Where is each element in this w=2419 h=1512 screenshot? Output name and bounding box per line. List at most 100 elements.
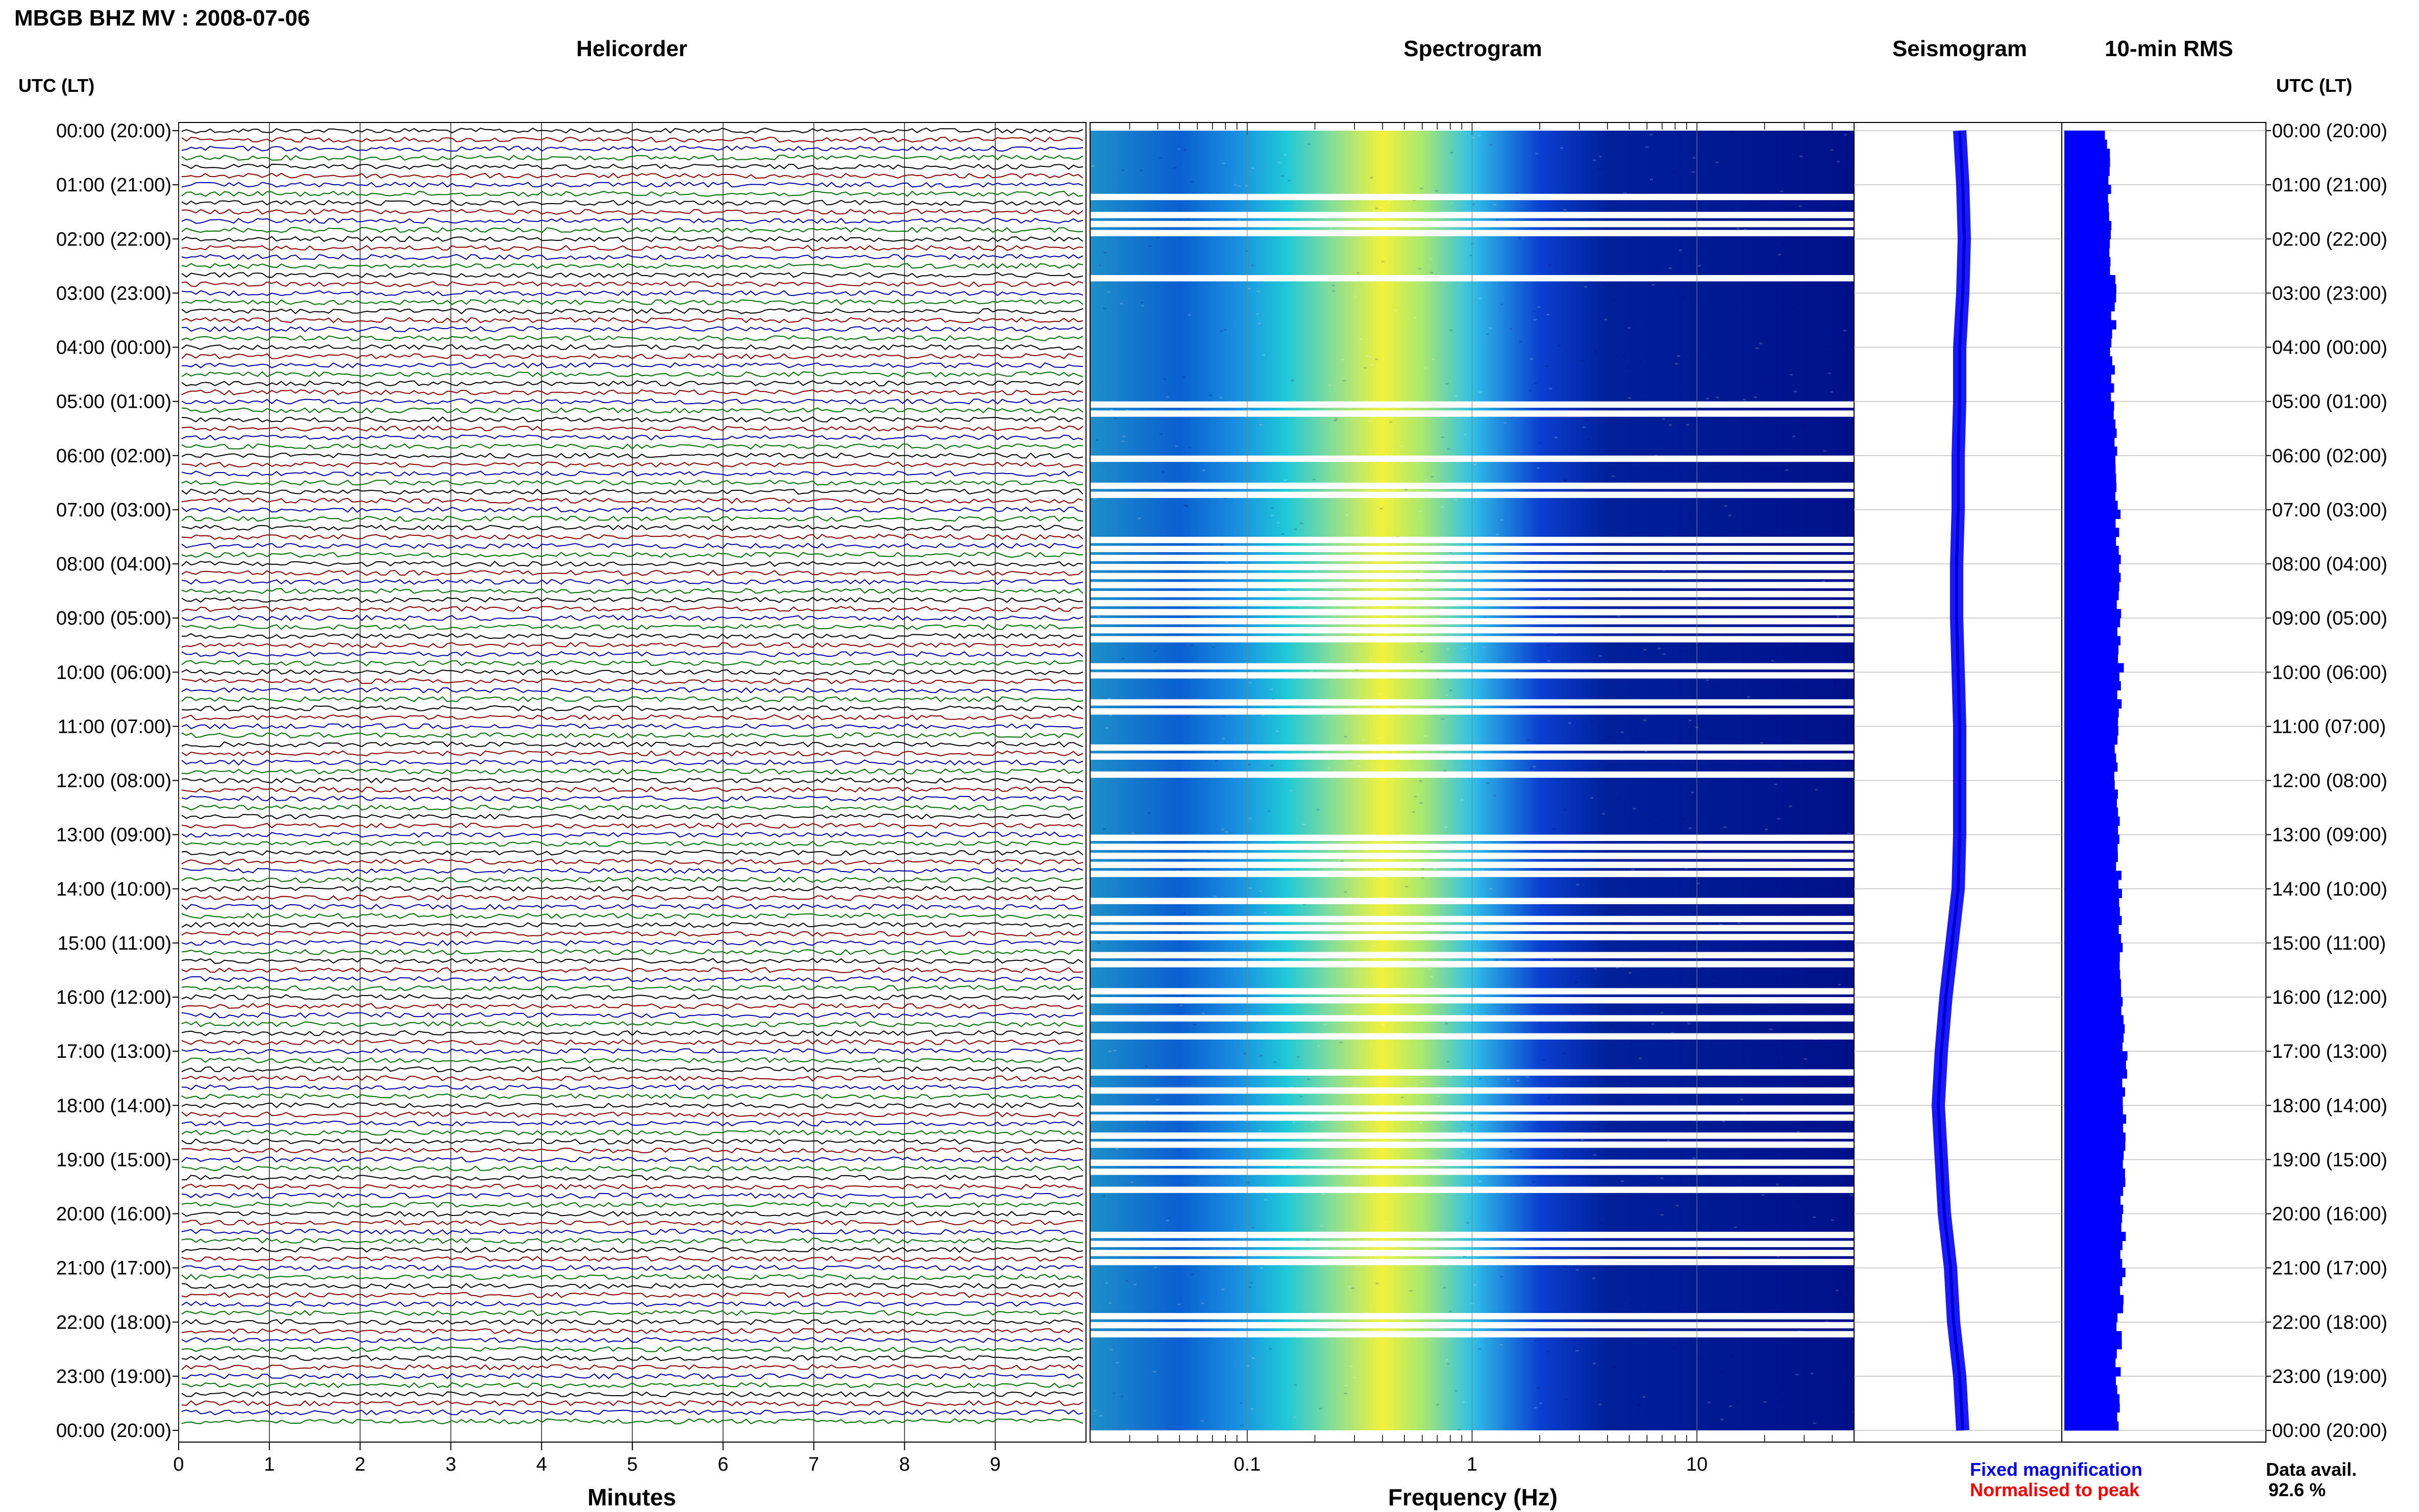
rms-bar bbox=[2064, 491, 2115, 501]
spectrogram-speckle bbox=[1319, 1407, 1322, 1409]
spectrogram-speckle bbox=[1121, 169, 1125, 171]
rms-bar bbox=[2064, 1231, 2126, 1242]
spectrogram-speckle bbox=[1800, 417, 1804, 419]
helicorder-trace bbox=[181, 244, 1083, 251]
rms-bar bbox=[2064, 1024, 2125, 1034]
spectrogram-speckle bbox=[1418, 268, 1422, 270]
helicorder-trace bbox=[181, 1201, 1083, 1208]
time-label-right: 03:00 (23:00) bbox=[2272, 283, 2387, 304]
spectrogram-speckle bbox=[1454, 395, 1458, 397]
spectrogram-speckle bbox=[1774, 1269, 1778, 1271]
spectrogram-speckle bbox=[1423, 367, 1427, 369]
helicorder-trace bbox=[181, 299, 1083, 306]
spectrogram-speckle bbox=[1307, 143, 1311, 145]
spectrogram-speckle bbox=[1496, 533, 1499, 535]
spectrogram-speckle bbox=[1256, 291, 1260, 292]
spectrogram-speckle bbox=[1830, 391, 1833, 393]
spectrogram-speckle bbox=[1788, 1280, 1792, 1282]
spectrogram-speckle bbox=[1421, 877, 1424, 879]
spectrogram-speckle bbox=[1549, 388, 1552, 390]
spectrogram-speckle bbox=[1568, 722, 1571, 724]
helicorder-trace bbox=[181, 353, 1083, 360]
spectrogram-speckle bbox=[1552, 828, 1556, 830]
spectrogram-speckle bbox=[1699, 453, 1702, 455]
rms-bar bbox=[2064, 1241, 2122, 1250]
spectrogram-speckle bbox=[1283, 154, 1287, 156]
spectrogram-speckle bbox=[1843, 134, 1847, 136]
spectrogram-speckle bbox=[1375, 358, 1378, 360]
spectrogram-speckle bbox=[1785, 469, 1789, 471]
spectrogram-speckle bbox=[1215, 760, 1218, 762]
spectrogram-speckle bbox=[1221, 829, 1224, 830]
spectrogram-speckle bbox=[1472, 203, 1475, 205]
spectrogram-speckle bbox=[1598, 168, 1602, 170]
spectrogram-speckle bbox=[1831, 914, 1835, 916]
spectrogram-speckle bbox=[1675, 1205, 1679, 1206]
spectrogram-speckle bbox=[1838, 887, 1841, 889]
spectrogram-speckle bbox=[1721, 1120, 1725, 1122]
spectrogram-speckle bbox=[1563, 480, 1567, 481]
helicorder-trace bbox=[181, 687, 1083, 693]
spectrogram-speckle bbox=[1503, 422, 1507, 424]
spectrogram-speckle bbox=[1349, 1366, 1353, 1368]
helicorder-trace bbox=[181, 569, 1083, 576]
spectrogram-speckle bbox=[1477, 1348, 1481, 1350]
helicorder-trace bbox=[181, 498, 1083, 504]
spectrogram-speckle bbox=[1812, 1216, 1816, 1218]
spectrogram-speckle bbox=[1596, 983, 1599, 985]
rms-bar bbox=[2064, 1051, 2128, 1061]
spectrogram-speckle bbox=[1564, 479, 1567, 481]
spectrogram-speckle bbox=[1624, 910, 1628, 912]
spectrogram-speckle bbox=[1366, 355, 1369, 357]
utc-label-left: UTC (LT) bbox=[18, 75, 94, 96]
spectrogram-speckle bbox=[1222, 715, 1225, 717]
spectrogram-speckle bbox=[1593, 1362, 1596, 1365]
spectrogram-speckle bbox=[1542, 1059, 1545, 1061]
spectrogram-speckle bbox=[1303, 903, 1306, 905]
helicorder-trace bbox=[181, 154, 1083, 161]
spectrogram-speckle bbox=[1761, 1194, 1765, 1196]
helicorder-trace bbox=[181, 1111, 1083, 1118]
helicorder-trace bbox=[181, 1337, 1083, 1344]
spectrogram-speckle bbox=[1441, 436, 1444, 438]
helicorder-x-tick-label: 4 bbox=[536, 1454, 547, 1475]
spectrogram-speckle bbox=[1690, 516, 1693, 518]
time-label-right: 21:00 (17:00) bbox=[2272, 1258, 2387, 1279]
helicorder-trace bbox=[181, 1292, 1083, 1298]
helicorder-trace bbox=[181, 1156, 1083, 1163]
spectrogram-speckle bbox=[1671, 1032, 1674, 1034]
spectrogram-speckle bbox=[1835, 1290, 1839, 1292]
spectrogram-speckle bbox=[1627, 397, 1631, 399]
time-label-right: 06:00 (02:00) bbox=[2272, 445, 2387, 467]
rms-bar bbox=[2064, 925, 2119, 934]
spectrogram-speckle bbox=[1248, 1286, 1252, 1288]
rms-bar bbox=[2064, 555, 2121, 564]
spectrogram-speckle bbox=[1643, 649, 1647, 651]
spectrogram-speckle bbox=[1740, 1099, 1743, 1101]
spectrogram-speckle bbox=[1706, 679, 1709, 681]
helicorder-trace bbox=[181, 1012, 1083, 1019]
spectrogram-speckle bbox=[1225, 561, 1228, 563]
rms-bar bbox=[2064, 988, 2121, 998]
spectrogram-speckle bbox=[1493, 204, 1497, 206]
spectrogram-speckle bbox=[1478, 391, 1482, 393]
spectrogram-speckle bbox=[1598, 156, 1602, 158]
spectrogram-speckle bbox=[1356, 1266, 1360, 1268]
helicorder-trace bbox=[181, 407, 1083, 414]
spectrogram-speckle bbox=[1546, 645, 1549, 647]
time-label-left: 01:00 (21:00) bbox=[56, 175, 171, 196]
spectrogram-speckle bbox=[1585, 419, 1589, 421]
spectrogram-speckle bbox=[1332, 290, 1336, 292]
spectrogram-x-tick-label: 0.1 bbox=[1234, 1454, 1261, 1475]
spectrogram-speckle bbox=[1639, 361, 1642, 363]
spectrogram-speckle bbox=[1824, 345, 1827, 348]
spectrogram-speckle bbox=[1357, 765, 1361, 767]
spectrogram-speckle bbox=[1122, 658, 1125, 660]
time-label-left: 13:00 (09:00) bbox=[56, 825, 171, 846]
spectrogram-speckle bbox=[1213, 896, 1217, 898]
spectrogram-speckle bbox=[1471, 243, 1474, 245]
spectrogram-speckle bbox=[1462, 1401, 1465, 1403]
spectrogram-speckle bbox=[1633, 808, 1636, 810]
spectrogram-speckle bbox=[1620, 731, 1624, 733]
spectrogram-speckle bbox=[1449, 689, 1452, 691]
